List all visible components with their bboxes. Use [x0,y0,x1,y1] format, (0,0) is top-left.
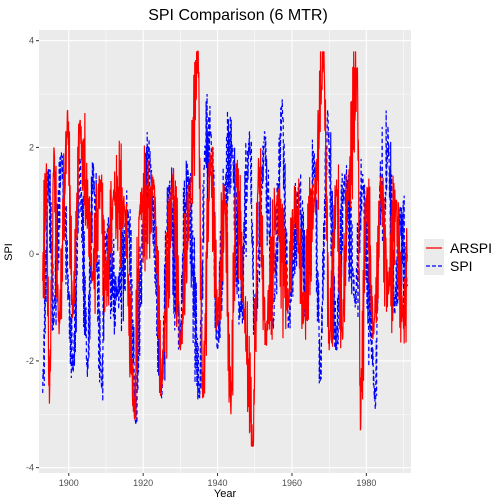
chart-title: SPI Comparison (6 MTR) [148,7,328,24]
x-axis: 1900 1920 1940 1960 1980 [59,473,376,488]
legend: ARSPI SPI [424,239,492,275]
series-layer [42,50,408,447]
y-axis-title: SPI [3,243,15,261]
legend-label-spi: SPI [450,258,473,274]
y-tick-label: 0 [29,249,34,259]
x-axis-title: Year [214,488,237,500]
y-tick-label: 2 [29,142,34,152]
y-tick-label: -2 [26,356,34,366]
x-tick-label: 1960 [282,478,302,488]
x-tick-label: 1920 [133,478,153,488]
y-tick-label: -4 [26,463,34,473]
y-axis: -4 -2 0 2 4 [26,36,39,473]
y-tick-label: 4 [29,36,34,46]
series-line-arspi [42,50,408,447]
x-tick-label: 1940 [208,478,228,488]
legend-label-arspi: ARSPI [450,240,492,256]
x-tick-label: 1900 [59,478,79,488]
x-tick-label: 1980 [356,478,376,488]
